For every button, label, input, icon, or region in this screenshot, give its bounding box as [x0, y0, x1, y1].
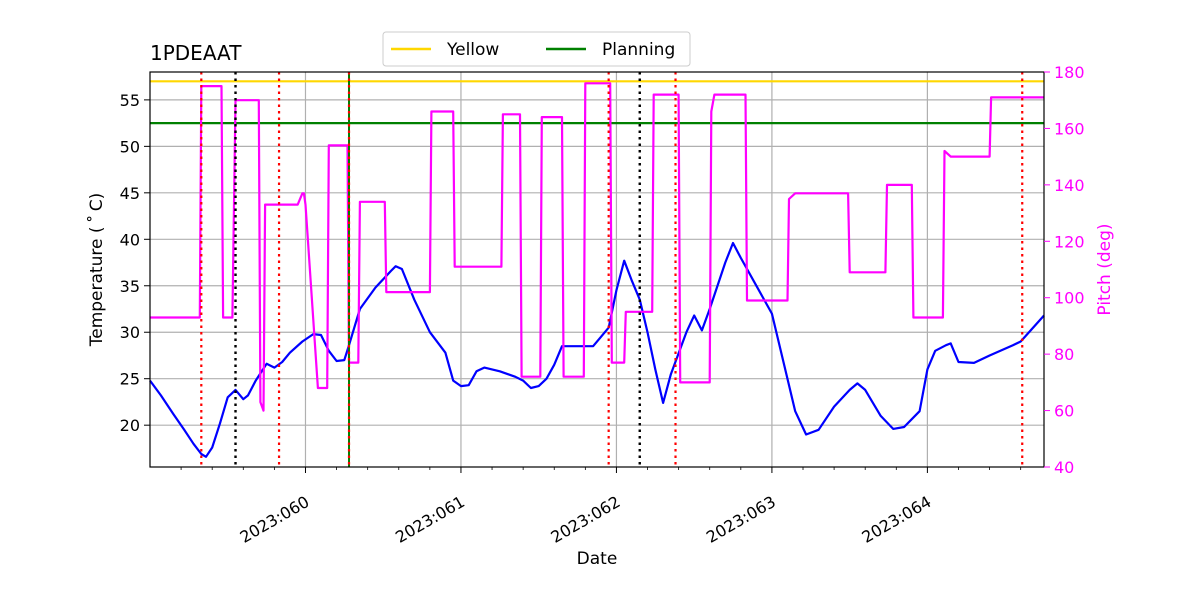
y-right-tick-label: 80 [1054, 345, 1074, 364]
x-tick-label: 2023:062 [548, 492, 624, 547]
legend-box [382, 31, 691, 67]
x-tick-label: 2023:061 [392, 492, 468, 547]
x-tick-label: 2023:063 [703, 492, 779, 547]
y-left-tick-label: 30 [120, 323, 140, 342]
y-axis-right-label: Pitch (deg) [1095, 223, 1115, 315]
x-axis: 2023:060 2023:061 2023:062 2023:063 2023:064 [180, 467, 1022, 547]
y-right-tick-label: 180 [1054, 63, 1085, 82]
y-right-tick-label: 160 [1054, 119, 1085, 138]
legend: Yellow Planning [382, 31, 691, 67]
y-left-tick-label: 20 [120, 416, 140, 435]
x-tick-label: 2023:064 [859, 492, 935, 547]
legend-label-yellow: Yellow [446, 40, 499, 60]
y-left-tick-label: 35 [120, 277, 140, 296]
y-axis-right: 40 60 80 100 120 140 160 180 [1044, 63, 1085, 477]
y-left-tick-label: 55 [120, 91, 140, 110]
series-line-temperature [149, 241, 1045, 458]
y-right-tick-label: 60 [1054, 402, 1074, 421]
y-axis-left-label: Temperature ( ˚ C) [86, 193, 107, 348]
event-markers [200, 72, 1024, 467]
y-left-tick-label: 40 [120, 230, 140, 249]
x-tick-label: 2023:060 [237, 492, 313, 547]
x-axis-label: Date [577, 549, 618, 569]
y-right-tick-label: 120 [1054, 232, 1085, 251]
plot-frame [149, 71, 1045, 468]
y-right-tick-label: 100 [1054, 289, 1085, 308]
limit-lines [150, 80, 1044, 125]
y-left-tick-label: 45 [120, 184, 140, 203]
y-axis-left: 20 25 30 35 40 45 50 55 [120, 91, 150, 435]
y-right-tick-label: 40 [1054, 458, 1074, 477]
grid [150, 72, 1044, 467]
chart-title: 1PDEAAT [150, 41, 242, 65]
series-line-pitch [150, 82, 1044, 412]
legend-label-planning: Planning [602, 40, 675, 60]
series-lines [149, 82, 1045, 458]
y-left-tick-label: 50 [120, 137, 140, 156]
y-right-tick-label: 140 [1054, 176, 1085, 195]
y-left-tick-label: 25 [120, 370, 140, 389]
